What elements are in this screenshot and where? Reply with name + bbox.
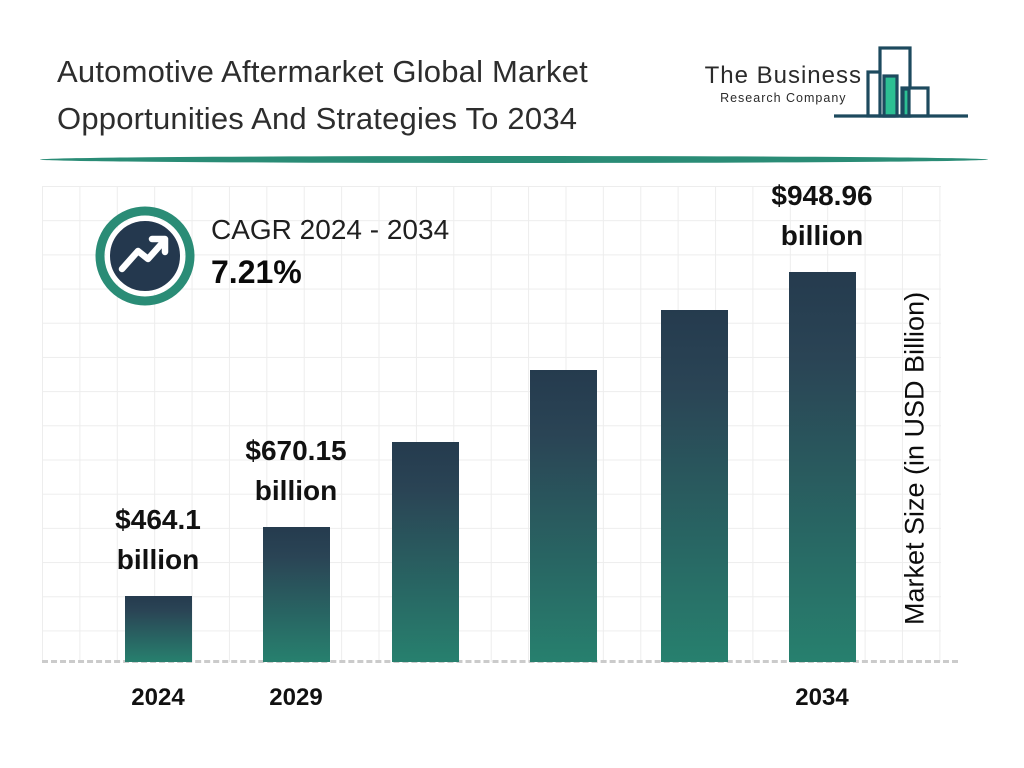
value-label-amount: $948.96	[771, 180, 873, 211]
value-label-unit: billion	[116, 544, 200, 575]
trending-up-icon	[95, 206, 195, 306]
cagr-label: CAGR 2024 - 2034	[211, 214, 450, 245]
header-divider	[40, 156, 988, 163]
x-axis-label-2024: 2024	[131, 684, 185, 711]
value-label-2034: $948.96 billion	[702, 176, 942, 256]
value-label-amount: $464.1	[115, 504, 201, 535]
bar-2034	[788, 272, 856, 662]
x-axis-label-2034: 2034	[795, 684, 849, 711]
company-subtitle: Research Company	[720, 91, 847, 105]
bar-unlabeled-5	[660, 310, 728, 662]
bar-unlabeled-3	[391, 442, 459, 662]
page-title: Automotive Aftermarket Global Market Opp…	[57, 48, 588, 142]
value-label-2029: $670.15 billion	[176, 431, 416, 511]
bar-2024	[124, 596, 192, 662]
company-logo-text: The Business Research Company	[705, 62, 862, 105]
page-title-line1: Automotive Aftermarket Global Market	[57, 54, 588, 89]
page-title-line2: Opportunities And Strategies To 2034	[57, 101, 578, 136]
x-axis-label-2029: 2029	[269, 684, 323, 711]
value-label-amount: $670.15	[245, 435, 347, 466]
x-axis-baseline	[42, 660, 958, 663]
value-label-2024: $464.1 billion	[38, 500, 278, 580]
company-logo: The Business Research Company	[705, 38, 980, 122]
value-label-unit: billion	[254, 475, 338, 506]
cagr-text-block: CAGR 2024 - 2034 7.21%	[211, 214, 449, 291]
value-label-unit: billion	[780, 220, 864, 251]
bar-2029	[262, 527, 330, 662]
cagr-badge	[95, 206, 195, 306]
y-axis-label: Market Size (in USD Billion)	[899, 291, 930, 625]
company-name: The Business	[704, 62, 862, 89]
bar-unlabeled-4	[529, 370, 597, 662]
cagr-value: 7.21%	[211, 254, 302, 290]
logo-bars-icon	[834, 46, 968, 118]
